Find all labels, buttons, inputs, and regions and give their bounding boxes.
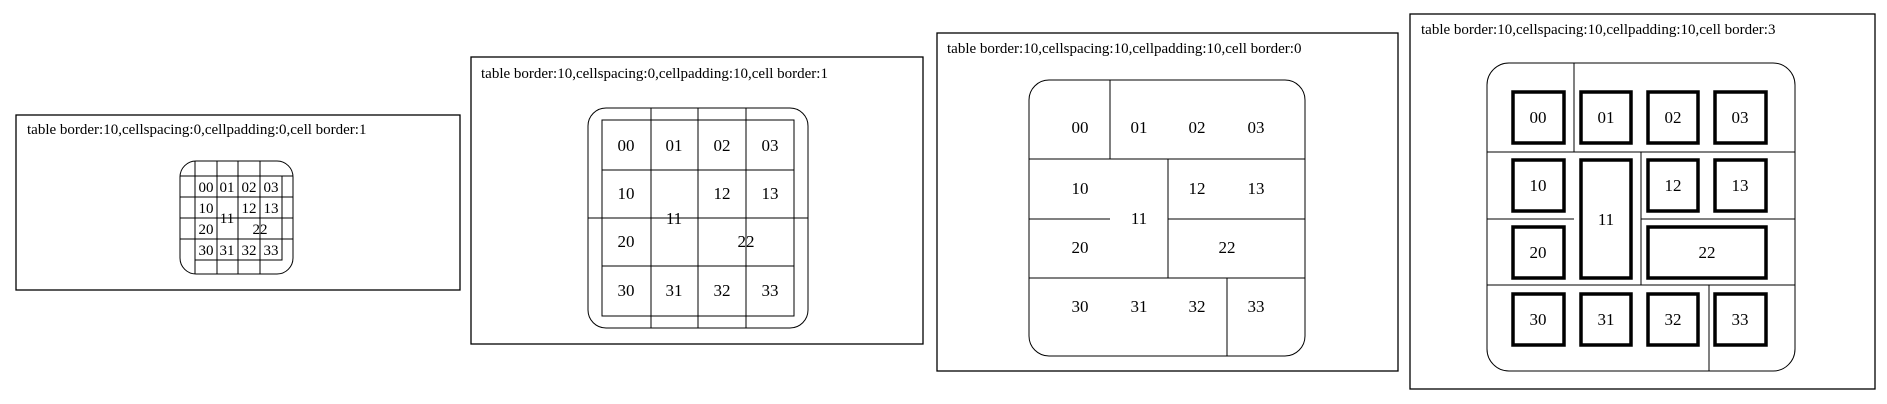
cell [1511, 292, 1566, 347]
cell [1579, 292, 1633, 347]
cell-label: 13 [264, 201, 279, 217]
panel-title: table border:10,cellspacing:0,cellpaddin… [27, 122, 366, 138]
cell-label: 32 [1665, 310, 1682, 329]
cell-label: 12 [242, 201, 257, 217]
cell-label: 31 [1131, 297, 1148, 316]
cell [1511, 225, 1566, 280]
cell-label: 00 [618, 136, 635, 155]
panel-frame [15, 114, 461, 291]
cell [1579, 158, 1633, 280]
cell-label: 33 [762, 281, 779, 300]
cell-label: 22 [738, 232, 755, 251]
cell-label: 02 [714, 136, 731, 155]
panel-frame [470, 56, 924, 345]
cell-label: 13 [762, 184, 779, 203]
cell-label: 13 [1248, 179, 1265, 198]
panel-title: table border:10,cellspacing:0,cellpaddin… [481, 66, 828, 82]
cell [1646, 292, 1700, 347]
cell-label: 31 [666, 281, 683, 300]
cell-label: 22 [253, 222, 268, 238]
table [587, 107, 809, 329]
cell-label: 20 [1530, 243, 1547, 262]
cell-label: 12 [714, 184, 731, 203]
cell [745, 265, 795, 317]
cell-label: 32 [1189, 297, 1206, 316]
panel-2: table border:10,cellspacing:0,cellpaddin… [470, 56, 924, 345]
cell [1511, 90, 1566, 145]
cell-label: 03 [264, 180, 279, 196]
panel-title: table border:10,cellspacing:10,cellpaddi… [947, 41, 1301, 57]
cell-label: 10 [1530, 176, 1547, 195]
cell-label: 22 [1699, 243, 1716, 262]
cell-label: 30 [618, 281, 635, 300]
cell-label: 20 [199, 222, 214, 238]
cell-label: 01 [1131, 118, 1148, 137]
cell [1646, 158, 1700, 213]
table [1486, 62, 1796, 372]
cell-label: 11 [1131, 209, 1147, 228]
cell-label: 11 [666, 209, 682, 228]
cell [1511, 158, 1566, 213]
table-border [1486, 62, 1796, 372]
cell-label: 01 [666, 136, 683, 155]
cell-label: 30 [199, 243, 214, 259]
cell-label: 01 [220, 180, 235, 196]
cell-label: 32 [242, 243, 257, 259]
cell-label: 01 [1598, 108, 1615, 127]
cell-label: 11 [220, 211, 234, 227]
cell-label: 30 [1072, 297, 1089, 316]
cell [1713, 158, 1768, 213]
panel-1: table border:10,cellspacing:0,cellpaddin… [15, 114, 461, 291]
cell-label: 10 [199, 201, 214, 217]
cell-label: 03 [762, 136, 779, 155]
cell-label: 30 [1530, 310, 1547, 329]
cell-label: 10 [1072, 179, 1089, 198]
panel-title: table border:10,cellspacing:10,cellpaddi… [1421, 22, 1775, 38]
cell-label: 33 [1248, 297, 1265, 316]
cell-label: 11 [1598, 210, 1614, 229]
cell-label: 02 [1665, 108, 1682, 127]
cell [259, 238, 283, 261]
cell-label: 12 [1189, 179, 1206, 198]
cell-label: 03 [1732, 108, 1749, 127]
cell [1646, 225, 1768, 280]
table [1028, 79, 1306, 357]
cell-label: 00 [199, 180, 214, 196]
cell-label: 20 [1072, 238, 1089, 257]
cell-label: 13 [1732, 176, 1749, 195]
panel-3: table border:10,cellspacing:10,cellpaddi… [936, 32, 1399, 372]
cell-label: 12 [1665, 176, 1682, 195]
cell [1646, 90, 1700, 145]
cell-label: 20 [618, 232, 635, 251]
cell [1579, 90, 1633, 145]
table [179, 160, 294, 275]
cell-label: 31 [220, 243, 235, 259]
cell-label: 00 [1530, 108, 1547, 127]
panel-frame [1409, 13, 1876, 390]
cell-label: 00 [1072, 118, 1089, 137]
cell-label: 32 [714, 281, 731, 300]
panel-4: table border:10,cellspacing:10,cellpaddi… [1409, 13, 1876, 390]
cell-label: 02 [242, 180, 257, 196]
table-border [1028, 79, 1306, 357]
cell-label: 33 [1732, 310, 1749, 329]
cell-label: 03 [1248, 118, 1265, 137]
cell-label: 22 [1219, 238, 1236, 257]
cell [1713, 292, 1768, 347]
cell-label: 10 [618, 184, 635, 203]
panel-frame [936, 32, 1399, 372]
cell-label: 31 [1598, 310, 1615, 329]
cell-label: 02 [1189, 118, 1206, 137]
cell [1713, 90, 1768, 145]
cell-label: 33 [264, 243, 279, 259]
